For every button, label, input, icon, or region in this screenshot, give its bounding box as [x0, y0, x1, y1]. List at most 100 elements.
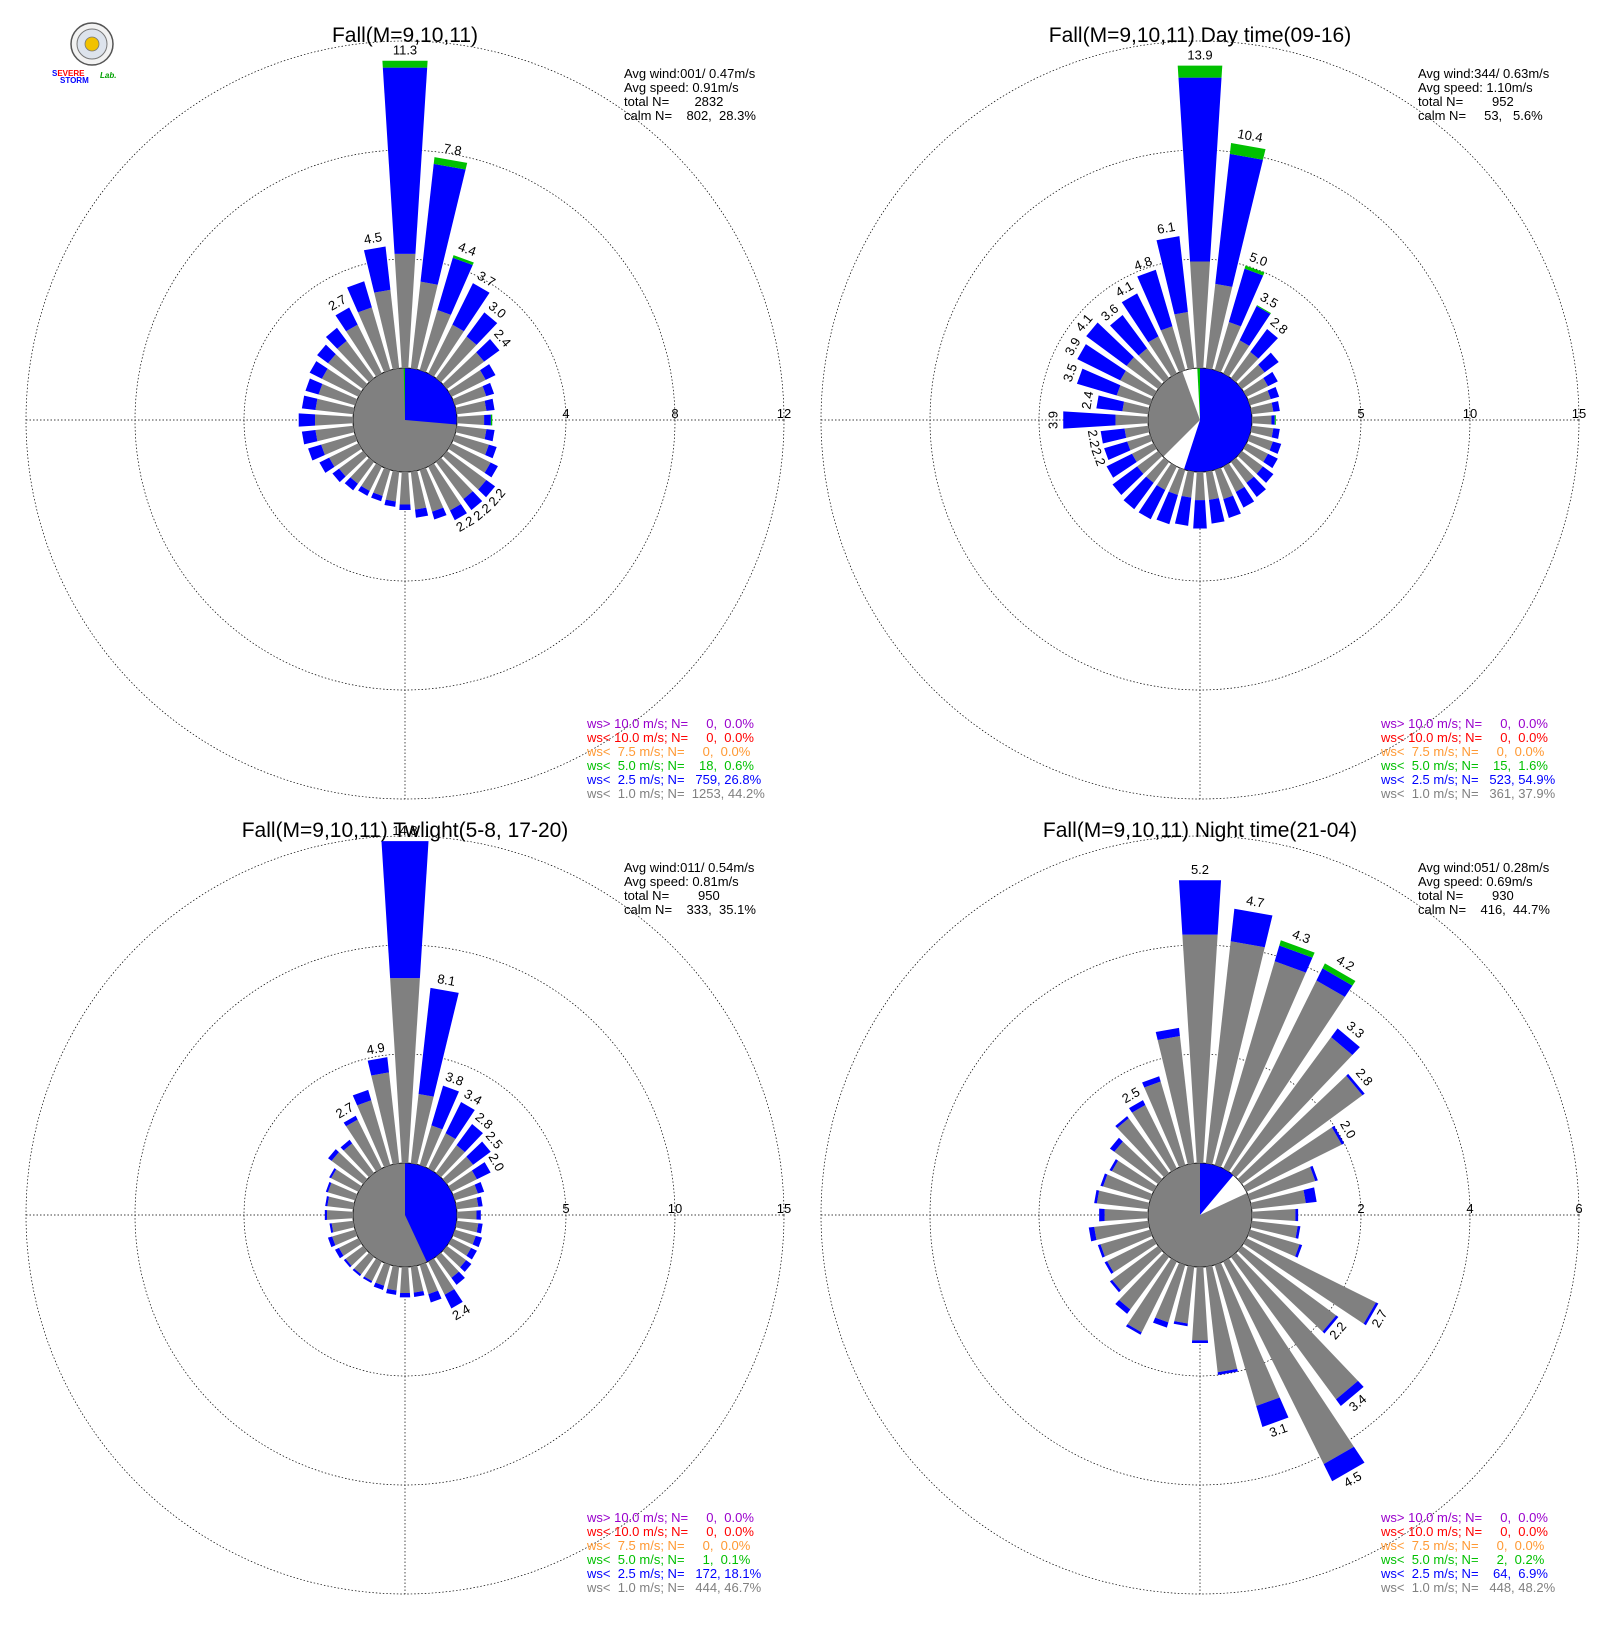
bar-segment-lt1: [345, 1245, 368, 1266]
direction-bar-240: [1106, 443, 1157, 478]
bar-segment-lt1: [419, 1262, 439, 1295]
direction-bar-300: [1077, 344, 1157, 397]
bar-segment-lt1: [331, 1152, 368, 1185]
bar-segment-lt1: [1127, 1258, 1177, 1333]
bar-value-label: 13.9: [1187, 47, 1212, 62]
direction-bar-240: [334, 1238, 362, 1259]
bar-segment-lt25: [1223, 495, 1241, 518]
direction-bar-290: [1076, 368, 1153, 406]
bar-segment-lt25: [1121, 293, 1159, 343]
bar-segment-lt25: [449, 504, 467, 521]
direction-bar-270: [1099, 1208, 1149, 1222]
direction-bar-80: [455, 398, 495, 415]
direction-bar-280: [325, 1196, 355, 1210]
bar-segment-lt1: [1230, 351, 1259, 383]
bar-segment-lt25: [343, 1258, 352, 1268]
bar-segment-lt25: [358, 486, 370, 496]
bar-segment-lt25: [474, 1181, 485, 1194]
bar-segment-lt25: [329, 1168, 337, 1179]
calm-sector-blue: [405, 368, 457, 425]
bar-segment-lt1: [1127, 434, 1153, 451]
bar-segment-lt25: [363, 246, 391, 293]
wind-rose-panel-fall-nighttime: Fall(M=9,10,11) Night time(21-04) 2 4 6 5.2 4…: [820, 819, 1583, 1595]
bar-segment-lt1: [1190, 261, 1210, 369]
bar-segment-lt25: [1331, 1028, 1360, 1055]
bar-segment-lt1: [337, 340, 375, 383]
direction-bar-110: [1247, 434, 1282, 454]
bar-segment-lt5: [1279, 940, 1315, 958]
bar-segment-lt25: [325, 327, 347, 349]
wind-stat-line: calm N= 416, 44.7%: [1418, 902, 1550, 917]
ring-tick-label: 8: [671, 406, 678, 421]
bar-segment-lt25: [437, 257, 473, 315]
bar-segment-lt1: [346, 1119, 382, 1172]
direction-bar-260: [329, 1220, 355, 1233]
direction-bar-60: [448, 1162, 491, 1192]
bar-segment-lt1: [1168, 467, 1186, 495]
direction-bar-130: [442, 1245, 472, 1272]
direction-bar-300: [329, 1168, 362, 1192]
speed-class-legend-entry: ws< 10.0 m/s; N= 0, 0.0%: [586, 730, 754, 745]
bar-segment-lt25: [325, 1196, 330, 1207]
wind-stat-line: Avg wind:051/ 0.28m/s: [1418, 860, 1550, 875]
speed-class-legend-entry: ws< 10.0 m/s; N= 0, 0.0%: [1380, 1524, 1548, 1539]
bar-segment-lt1: [1192, 1266, 1208, 1341]
bar-segment-lt25: [309, 361, 328, 379]
direction-bar-40: [435, 312, 498, 383]
bar-segment-lt1: [1194, 471, 1206, 501]
bar-segment-lt25: [484, 398, 495, 411]
bar-segment-lt25: [319, 457, 335, 473]
direction-bar-330: [335, 307, 382, 377]
bar-value-label: 10.4: [1236, 126, 1264, 145]
bar-segment-lt1: [452, 386, 487, 406]
bar-segment-lt1: [375, 1262, 391, 1286]
bar-segment-lt25: [371, 492, 383, 502]
bar-segment-lt25: [399, 504, 411, 510]
calm-sector-blue: [1200, 1163, 1234, 1215]
direction-bar-140: [435, 457, 483, 511]
bar-segment-lt25: [1174, 495, 1192, 526]
direction-bar-270: [324, 1209, 354, 1221]
bar-segment-lt25: [1178, 77, 1222, 262]
bar-segment-lt25: [1258, 352, 1279, 373]
bar-segment-lt1: [435, 457, 473, 500]
speed-class-legend-entry: ws< 2.5 m/s; N= 172, 18.1%: [586, 1566, 762, 1581]
bar-segment-lt1: [1214, 1262, 1280, 1407]
direction-bar-120: [448, 443, 498, 478]
bar-segment-lt1: [442, 450, 487, 490]
bar-segment-lt25: [451, 1271, 465, 1285]
bar-segment-lt1: [327, 1182, 358, 1201]
direction-bar-350: [1156, 236, 1195, 370]
bar-segment-lt1: [448, 370, 486, 397]
wind-stat-line: Avg wind:011/ 0.54m/s: [624, 860, 755, 875]
bar-segment-lt25: [362, 1276, 373, 1284]
direction-bar-140: [435, 1252, 465, 1285]
wind-stat-line: Avg speed: 0.81m/s: [624, 874, 739, 889]
bar-segment-lt25: [317, 344, 336, 364]
calm-sector-blue: [1183, 368, 1253, 472]
direction-bar-270: [1063, 411, 1149, 429]
bar-value-label: 8.1: [436, 971, 456, 989]
bar-segment-lt25: [1256, 1397, 1289, 1427]
bar-segment-lt1: [1124, 425, 1150, 438]
bar-segment-lt1: [1146, 457, 1170, 483]
bar-value-label: 4.4: [456, 239, 478, 259]
direction-bar-30: [1223, 963, 1356, 1172]
calm-circle: [352, 367, 458, 473]
direction-bar-200: [1156, 467, 1186, 525]
direction-bar-160: [1214, 1262, 1289, 1427]
direction-bar-220: [344, 457, 375, 491]
direction-bar-10: [410, 987, 459, 1165]
bar-segment-lt25: [456, 1124, 483, 1153]
ring-tick-label: 15: [1572, 406, 1586, 421]
speed-class-legend-entry: ws< 5.0 m/s; N= 2, 0.2%: [1380, 1552, 1545, 1567]
bar-segment-lt25: [1346, 1073, 1365, 1096]
bar-segment-lt25: [1100, 1173, 1108, 1187]
speed-class-legend-entry: ws< 2.5 m/s; N= 64, 6.9%: [1380, 1566, 1548, 1581]
speed-class-legend-entry: ws< 5.0 m/s; N= 15, 1.6%: [1380, 758, 1548, 773]
bar-segment-lt25: [484, 429, 495, 442]
wind-stat-line: Avg speed: 0.91m/s: [624, 80, 739, 95]
bar-segment-lt25: [1077, 344, 1126, 381]
bar-segment-lt1: [1144, 1081, 1186, 1168]
bar-segment-lt5: [1177, 65, 1223, 78]
